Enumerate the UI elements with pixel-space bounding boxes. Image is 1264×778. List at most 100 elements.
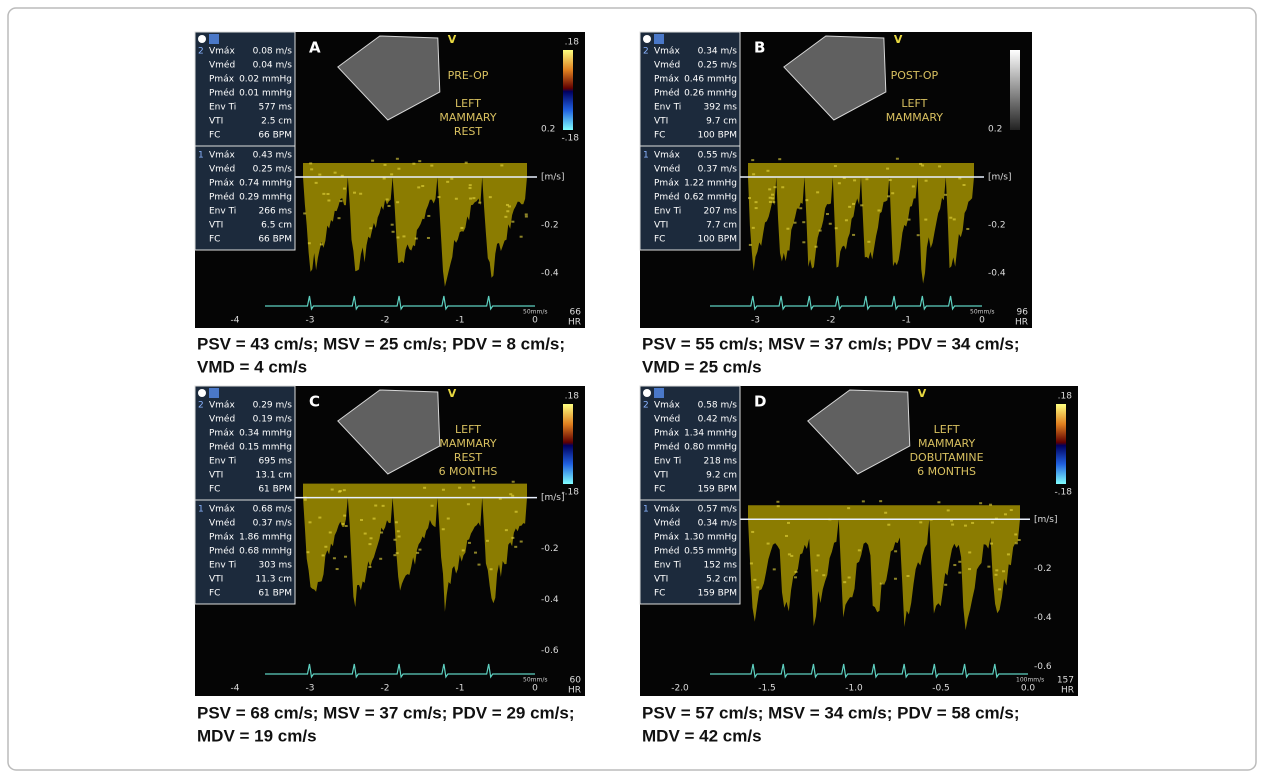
- speckle: [383, 163, 387, 166]
- speckle: [472, 197, 476, 200]
- speckle: [468, 187, 472, 190]
- speckle: [847, 507, 851, 510]
- heart-rate: 60: [570, 676, 582, 686]
- speckle: [752, 173, 756, 176]
- speckle: [458, 486, 462, 489]
- time-tick: -3: [751, 316, 760, 326]
- measure-name: Pméd: [654, 442, 679, 453]
- speckle: [382, 177, 386, 180]
- measure-name: Pméd: [654, 88, 679, 99]
- speckle: [421, 185, 425, 188]
- speckle: [504, 215, 508, 218]
- ecg-trace: [265, 295, 535, 311]
- speckle: [944, 583, 948, 586]
- measure-name: Env Ti: [654, 457, 681, 467]
- measure-name: VTI: [209, 221, 223, 231]
- annotation: MAMMARY: [918, 437, 975, 450]
- measure-value: 0.68 mmHg: [239, 547, 292, 557]
- speckle: [342, 489, 346, 492]
- speckle: [339, 200, 343, 203]
- measure-name: Vméd: [654, 518, 680, 529]
- speckle: [477, 563, 481, 566]
- speckle: [994, 573, 998, 576]
- measure-name: Vméd: [654, 60, 680, 71]
- speckle: [371, 159, 375, 162]
- speckle: [887, 195, 891, 198]
- time-tick: -2: [381, 316, 390, 326]
- speckle: [754, 207, 758, 210]
- speckle: [937, 501, 941, 504]
- measure-value: 61 BPM: [258, 485, 292, 495]
- measure-value: 207 ms: [704, 207, 738, 217]
- speckle: [468, 184, 472, 187]
- measure-name: FC: [209, 131, 220, 141]
- measure-value: 577 ms: [259, 103, 293, 113]
- speckle: [847, 576, 851, 579]
- velocity-tick: [m/s]: [988, 173, 1012, 183]
- measure-value: 0.25 m/s: [253, 165, 293, 175]
- time-tick: -3: [306, 684, 315, 694]
- measure-value: 0.19 m/s: [253, 415, 293, 425]
- speckle: [430, 164, 434, 167]
- color-bar: [563, 50, 573, 130]
- speckle: [950, 519, 954, 522]
- speckle: [368, 565, 372, 568]
- measurement-box: [194, 385, 296, 605]
- measure-name: Pmáx: [209, 533, 235, 543]
- measure-value: 0.74 mmHg: [239, 179, 292, 189]
- icon: [209, 34, 219, 44]
- speckle: [768, 196, 772, 199]
- time-tick: -0.5: [932, 684, 950, 694]
- measure-value: 0.08 m/s: [253, 47, 293, 57]
- panel-label: B: [754, 39, 765, 57]
- speckle: [888, 179, 892, 182]
- speckle: [756, 586, 760, 589]
- speckle: [332, 557, 336, 560]
- measure-value: 0.57 m/s: [698, 505, 738, 515]
- measure-name: Vméd: [209, 414, 235, 425]
- speckle: [751, 226, 755, 229]
- speckle: [485, 539, 489, 542]
- sector-image: [337, 389, 441, 475]
- annotation: REST: [454, 125, 483, 138]
- measure-name: Vméd: [654, 414, 680, 425]
- v-marker: V: [448, 387, 457, 400]
- speckle: [968, 568, 972, 571]
- speckle: [766, 542, 770, 545]
- speckle: [916, 234, 920, 237]
- measure-value: 0.25 m/s: [698, 61, 738, 71]
- measure-value: 0.34 m/s: [698, 519, 738, 529]
- speckle: [489, 568, 493, 571]
- speckle: [825, 213, 829, 216]
- measure-name: VTI: [209, 471, 223, 481]
- speckle: [778, 158, 782, 161]
- annotation: LEFT: [934, 423, 960, 436]
- block-index: 2: [198, 401, 204, 411]
- speckle: [397, 535, 401, 538]
- annotation: 6 MONTHS: [917, 465, 976, 478]
- speckle: [359, 192, 363, 195]
- speckle: [318, 173, 322, 176]
- speckle: [958, 560, 962, 563]
- measure-value: 61 BPM: [258, 589, 292, 599]
- measure-value: 0.01 mmHg: [239, 89, 292, 99]
- measure-name: Vméd: [209, 164, 235, 175]
- speckle: [799, 207, 803, 210]
- measure-name: FC: [654, 589, 665, 599]
- speckle: [802, 241, 806, 244]
- speckle: [303, 212, 307, 215]
- speckle: [837, 182, 841, 185]
- speckle: [877, 209, 881, 212]
- measure-name: Pméd: [209, 546, 234, 557]
- velocity-tick: 0.2: [988, 125, 1002, 135]
- speckle: [793, 221, 797, 224]
- speckle: [818, 229, 822, 232]
- time-tick: -2: [827, 316, 836, 326]
- speckle: [951, 523, 955, 526]
- measure-value: 1.34 mmHg: [684, 429, 737, 439]
- speckle: [814, 245, 818, 248]
- scale-label: .18: [1058, 392, 1073, 402]
- speckle: [344, 525, 348, 528]
- measure-name: Env Ti: [654, 561, 681, 571]
- speckle: [466, 503, 470, 506]
